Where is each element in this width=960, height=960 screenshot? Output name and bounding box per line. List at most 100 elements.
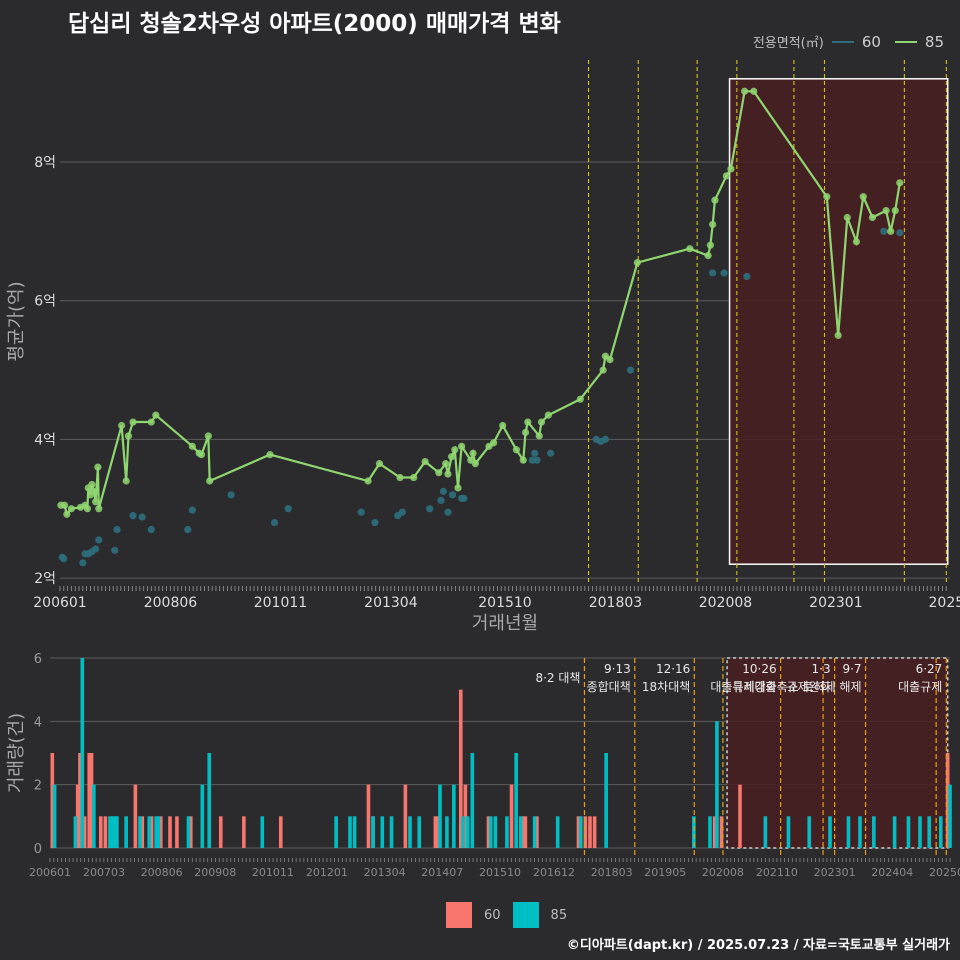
price-point-85 <box>544 411 552 419</box>
volume-bar-60 <box>535 816 539 848</box>
policy-sublabel: 규제완화 <box>786 680 830 694</box>
price-point-85 <box>204 432 212 440</box>
volume-bar-85 <box>73 816 78 848</box>
legend-line-swatch-85 <box>894 40 917 43</box>
volume-bar-60 <box>588 816 592 848</box>
volume-bar-85 <box>708 816 712 848</box>
policy-label: 8·2 대책 <box>535 670 580 685</box>
policy-label: 12·16 <box>656 662 690 676</box>
price-point-85 <box>722 172 730 180</box>
volume-bar-60 <box>433 816 438 848</box>
volume-bar-85 <box>124 816 128 848</box>
price-point-85 <box>448 453 456 461</box>
volume-bar-85 <box>906 816 911 848</box>
price-point-85 <box>535 432 543 440</box>
x-axis-title: 거래년월 <box>472 613 538 634</box>
price-point-85 <box>711 196 719 204</box>
price-point-85 <box>633 258 641 267</box>
vol-y-tick-label: 4 <box>34 715 42 730</box>
policy-sublabel: 대출규제 <box>898 680 942 694</box>
price-point-60 <box>601 435 610 443</box>
x-tick-label: 200601 <box>33 595 86 611</box>
volume-bar-85 <box>80 658 85 848</box>
volume-bar-60 <box>521 816 525 848</box>
price-point-85 <box>122 477 130 485</box>
volume-bar-85 <box>438 784 442 848</box>
x-tick-label: 201803 <box>589 595 642 611</box>
price-point-85 <box>197 451 206 459</box>
vol-x-tick-label: 201304 <box>364 866 406 879</box>
price-point-85 <box>60 501 69 509</box>
price-point-85 <box>67 505 76 513</box>
vol-y-tick-label: 2 <box>34 779 42 794</box>
y-tick-label: 4억 <box>34 432 56 448</box>
price-point-85 <box>90 487 98 495</box>
volume-bar-85 <box>389 816 394 848</box>
volume-bar-60 <box>576 816 581 848</box>
vol-x-tick-label: 202110 <box>756 866 798 879</box>
volume-bar-85 <box>918 816 922 848</box>
price-point-85 <box>576 395 584 403</box>
price-point-60 <box>439 487 447 495</box>
volume-bar-60 <box>78 753 82 848</box>
price-point-60 <box>147 525 155 534</box>
price-point-60 <box>448 491 457 499</box>
volume-bar-60 <box>82 816 87 848</box>
volume-bar-60 <box>486 816 491 848</box>
price-point-60 <box>626 366 635 374</box>
price-point-60 <box>426 505 434 513</box>
price-point-85 <box>896 179 904 187</box>
price-point-85 <box>454 484 462 492</box>
volume-bar-60 <box>463 784 468 848</box>
policy-label: 10·26 <box>742 662 776 676</box>
volume-bar-60 <box>458 689 463 848</box>
volume-bar-60 <box>50 753 55 848</box>
volume-bar-60 <box>435 816 440 848</box>
price-point-85 <box>706 241 714 249</box>
price-point-85 <box>727 165 735 173</box>
price-point-60 <box>79 559 87 567</box>
vol-x-tick-label: 200703 <box>83 866 125 879</box>
volume-bar-85 <box>872 816 876 848</box>
price-point-85 <box>704 252 712 260</box>
legend-bar-swatch-85 <box>512 902 539 928</box>
volume-bar-60 <box>366 784 371 848</box>
x-tick-label: 202008 <box>699 595 752 611</box>
vol-x-tick-label: 201905 <box>644 866 686 879</box>
price-point-85 <box>129 418 137 426</box>
chart-title: 답십리 청솔2차우성 아파트(2000) 매매가격 변화 <box>68 11 561 37</box>
price-point-85 <box>396 473 404 482</box>
vol-x-tick-label: 202404 <box>871 866 913 879</box>
volume-bar-60 <box>523 816 528 848</box>
price-point-60 <box>227 491 235 499</box>
legend-top: 전용면적(㎡) 60 85 <box>753 32 950 52</box>
policy-label: 1·3 <box>812 662 831 676</box>
x-tick-label: 200806 <box>144 595 198 611</box>
legend-bar-swatch-60 <box>446 902 472 928</box>
volume-bar-85 <box>52 784 57 848</box>
volume-bar-85 <box>858 816 862 848</box>
volume-bar-60 <box>945 753 950 848</box>
price-point-60 <box>129 512 137 520</box>
price-point-60 <box>60 555 68 563</box>
price-point-85 <box>83 505 91 513</box>
volume-bar-85 <box>465 816 470 848</box>
volume-bar-60 <box>218 816 223 848</box>
volume-bar-85 <box>488 816 493 848</box>
x-tick-label: 201011 <box>254 595 307 611</box>
footer-credit: ©디아파트(dapt.kr) / 2025.07.23 / 자료=국토교통부 실… <box>566 938 950 953</box>
volume-bar-85 <box>108 816 112 848</box>
price-point-60 <box>111 546 119 554</box>
volume-bar-60 <box>583 816 588 848</box>
price-point-85 <box>152 411 160 419</box>
volume-bar-85 <box>112 816 117 848</box>
vol-y-tick-label: 6 <box>34 652 42 667</box>
volume-bar-85 <box>892 816 897 848</box>
price-point-85 <box>499 421 507 430</box>
volume-bar-85 <box>604 753 608 848</box>
volume-bar-60 <box>87 753 92 848</box>
price-point-60 <box>444 508 452 516</box>
price-point-85 <box>364 477 372 485</box>
price-point-85 <box>599 366 607 374</box>
